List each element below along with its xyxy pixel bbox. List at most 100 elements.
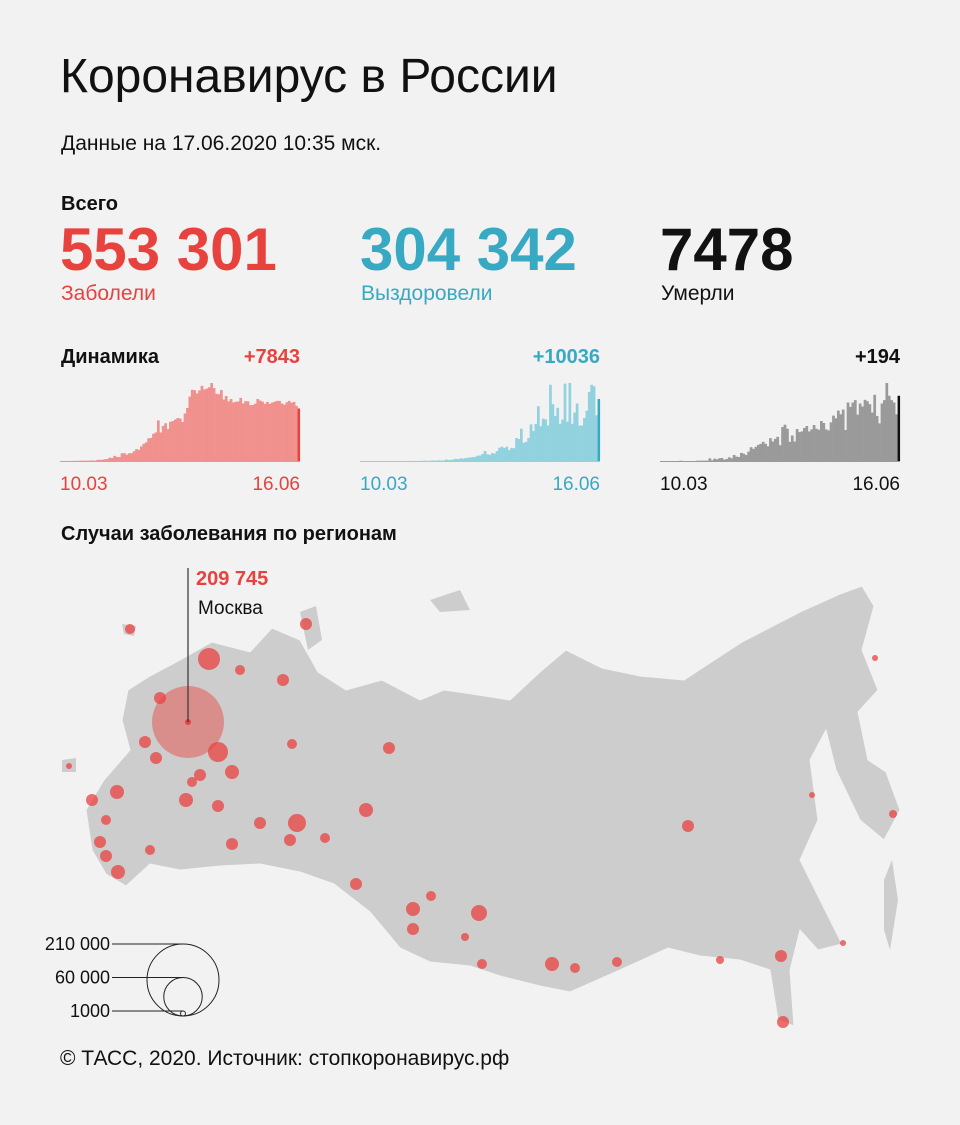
- bar: [878, 423, 881, 461]
- bar: [246, 401, 250, 461]
- bar: [895, 414, 898, 461]
- bar: [297, 408, 301, 461]
- delta: +10036: [533, 346, 600, 368]
- bar: [520, 428, 523, 461]
- bar: [137, 449, 141, 461]
- bar: [522, 442, 526, 461]
- bar: [747, 451, 750, 461]
- bar: [115, 456, 119, 461]
- bar: [727, 457, 731, 461]
- bar: [449, 459, 453, 461]
- bar: [210, 383, 214, 461]
- bar: [563, 383, 567, 461]
- bar: [510, 447, 514, 461]
- bar: [120, 453, 124, 461]
- bar: [154, 432, 158, 461]
- bar: [244, 401, 247, 461]
- bar: [471, 457, 475, 461]
- bar: [858, 403, 862, 461]
- legend-label: 60 000: [55, 968, 110, 988]
- bar: [556, 407, 560, 461]
- bar: [715, 459, 719, 461]
- bar: [713, 458, 717, 461]
- bar: [851, 402, 855, 461]
- bar: [583, 418, 586, 461]
- bar: [469, 457, 472, 461]
- bar: [132, 451, 136, 461]
- bar: [273, 401, 277, 461]
- bar: [718, 458, 721, 461]
- total-value: 553 301: [60, 216, 277, 283]
- bar: [524, 441, 528, 461]
- bar: [488, 454, 492, 461]
- bar: [292, 401, 296, 461]
- bar: [190, 389, 194, 461]
- bar: [834, 418, 838, 461]
- bar: [546, 425, 550, 461]
- bar: [466, 457, 470, 461]
- start-date: 10.03: [60, 474, 108, 495]
- bar: [800, 431, 804, 461]
- bar: [592, 386, 596, 461]
- bar: [534, 423, 538, 461]
- bar: [756, 444, 760, 461]
- bar: [570, 423, 574, 461]
- bar: [832, 415, 835, 461]
- bar: [812, 425, 816, 461]
- bar: [495, 451, 499, 461]
- bar: [186, 407, 189, 461]
- bar: [597, 398, 601, 461]
- bar: [164, 423, 167, 461]
- region-dots: [66, 618, 897, 1028]
- bar: [241, 403, 245, 461]
- bar: [275, 400, 279, 461]
- bar: [169, 421, 172, 461]
- bar: [803, 428, 806, 461]
- bar: [280, 403, 284, 461]
- bar: [558, 423, 562, 461]
- bar: [783, 424, 787, 461]
- bar: [195, 393, 199, 461]
- bar: [486, 454, 489, 461]
- bar: [822, 423, 826, 461]
- bar: [144, 442, 148, 461]
- bar: [517, 438, 521, 461]
- legend-label: 210 000: [45, 934, 110, 954]
- bar: [166, 429, 170, 461]
- bar: [595, 415, 598, 461]
- bar: [817, 429, 821, 461]
- bar: [207, 387, 211, 461]
- bar: [866, 401, 869, 461]
- bar: [270, 402, 274, 461]
- bar: [232, 402, 235, 461]
- bar: [234, 401, 238, 461]
- bar: [764, 443, 767, 461]
- bar: [224, 396, 228, 461]
- bar: [290, 402, 294, 461]
- bar: [212, 388, 216, 461]
- bar: [897, 395, 901, 461]
- bar: [824, 429, 828, 461]
- bar: [452, 459, 455, 461]
- bar: [532, 431, 535, 461]
- bar: [790, 435, 794, 461]
- moscow-value: 209 745: [196, 568, 268, 590]
- start-date: 10.03: [360, 474, 408, 495]
- bar: [149, 437, 153, 461]
- bar: [135, 449, 138, 461]
- bar: [147, 438, 150, 461]
- total-label: Умерли: [661, 282, 734, 305]
- bar: [585, 410, 589, 461]
- bar: [778, 445, 782, 461]
- bar: [740, 452, 743, 461]
- bar: [101, 459, 104, 461]
- bar: [752, 448, 755, 461]
- bar: [587, 392, 591, 461]
- dynamics-label: Динамика: [61, 346, 160, 368]
- title: Коронавирус в России: [60, 50, 558, 103]
- bar: [761, 441, 765, 461]
- bar: [159, 432, 163, 461]
- bar: [261, 401, 264, 461]
- bar: [127, 453, 131, 461]
- bar: [827, 430, 830, 461]
